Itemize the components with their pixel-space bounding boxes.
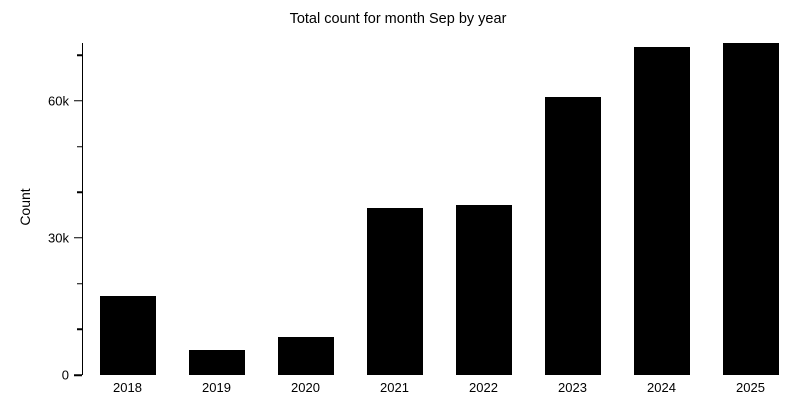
- chart-title: Total count for month Sep by year: [289, 11, 507, 27]
- y-tick-label: 30k: [48, 230, 69, 246]
- x-tick-label: 2020: [291, 380, 320, 395]
- bar-2025[interactable]: [722, 43, 779, 375]
- x-tick-label: 2022: [469, 380, 498, 395]
- y-minor-tick: [76, 191, 82, 194]
- bar-2021[interactable]: [366, 207, 423, 375]
- y-minor-tick: [76, 145, 82, 148]
- y-minor-tick: [76, 328, 82, 331]
- y-major-tick: [73, 374, 82, 376]
- bar-2022[interactable]: [455, 205, 512, 375]
- x-tick-label: 2024: [647, 380, 676, 395]
- y-major-tick: [73, 237, 82, 239]
- y-tick-label: 0: [61, 367, 69, 383]
- bar-2023[interactable]: [544, 96, 601, 375]
- y-tick-label: 60k: [48, 93, 69, 109]
- x-tick-label: 2019: [202, 380, 231, 395]
- x-tick-label: 2021: [380, 380, 409, 395]
- bar-2024[interactable]: [633, 47, 690, 375]
- y-minor-tick: [76, 282, 82, 285]
- x-tick-label: 2025: [736, 380, 765, 395]
- x-tick-label: 2023: [558, 380, 587, 395]
- bar-2018[interactable]: [99, 296, 156, 375]
- x-tick-label: 2018: [113, 380, 142, 395]
- y-minor-tick: [76, 54, 82, 57]
- y-axis-title: Count: [17, 188, 33, 226]
- plot-area: 0 30k 60k 2018 2019 2020 2021 2022 2023 2024 2025: [48, 43, 795, 394]
- bar-2020[interactable]: [277, 337, 334, 375]
- bar-2019[interactable]: [188, 349, 245, 375]
- y-major-tick: [73, 100, 82, 102]
